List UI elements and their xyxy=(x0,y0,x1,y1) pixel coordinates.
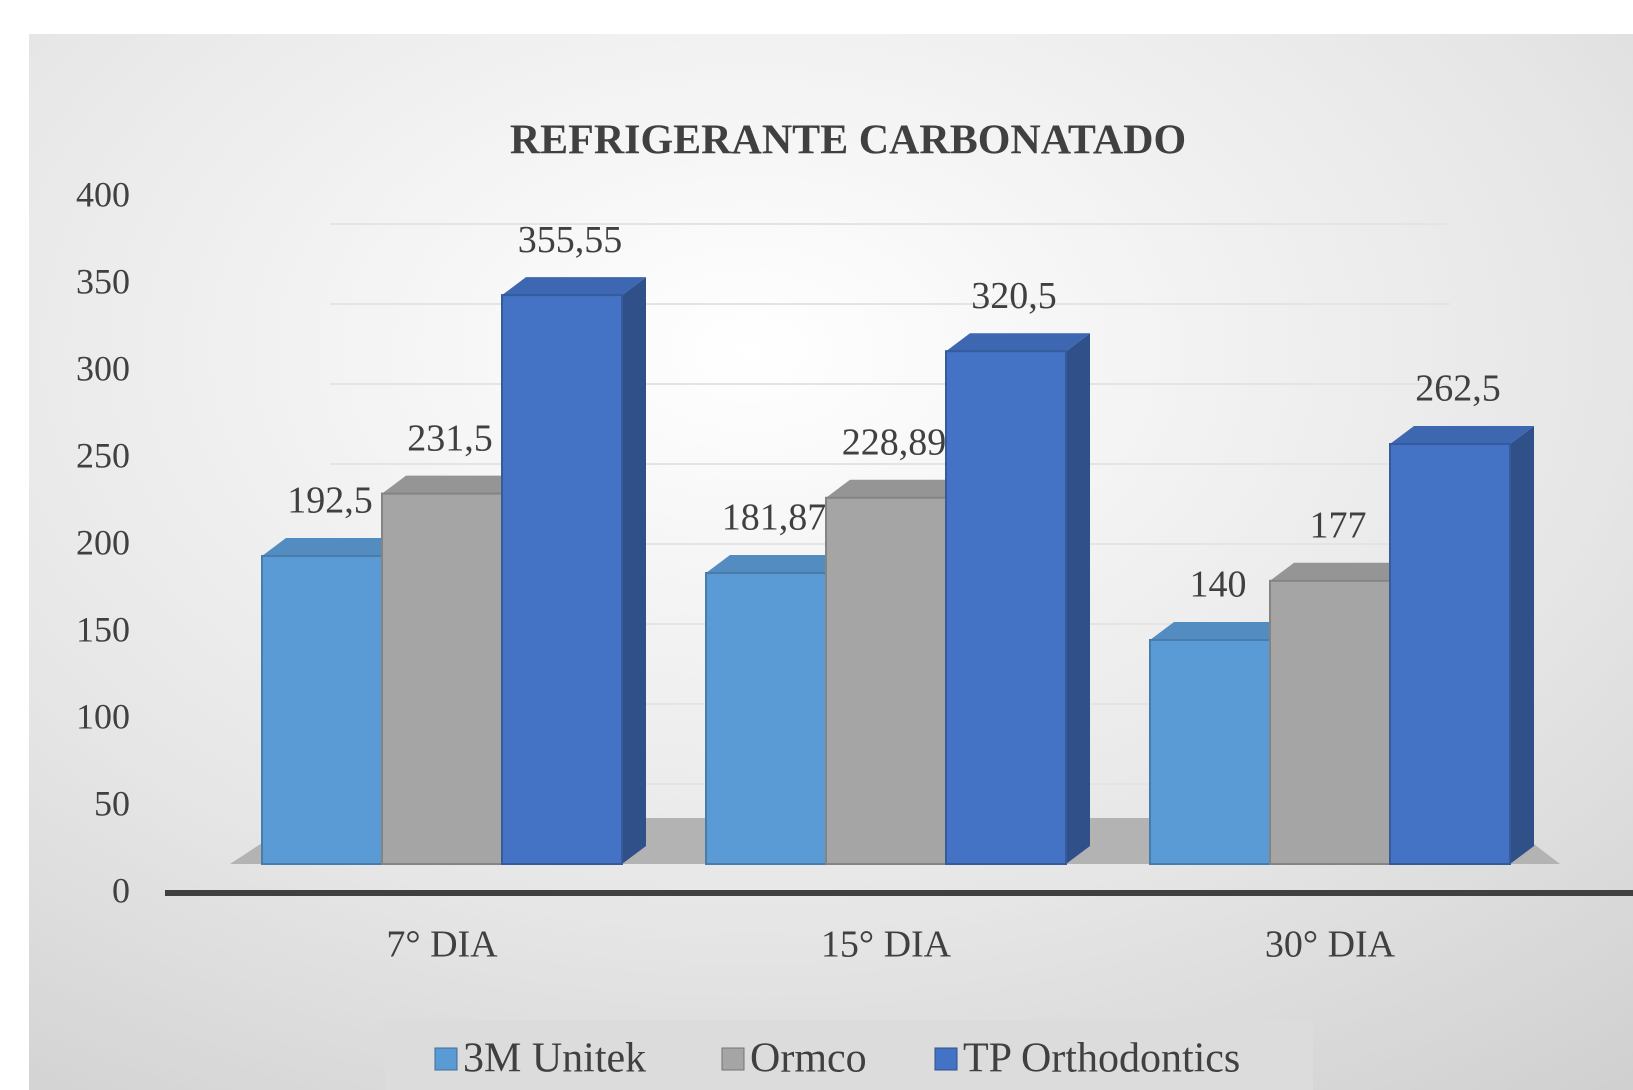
value-label: 228,89 xyxy=(842,421,947,463)
legend-label: 3M Unitek xyxy=(463,1036,646,1082)
bar-top xyxy=(382,475,526,494)
y-tick-label: 250 xyxy=(76,435,130,475)
value-label: 140 xyxy=(1190,564,1247,606)
bar xyxy=(1149,639,1271,865)
legend-label: Ormco xyxy=(750,1036,867,1082)
legend-swatch xyxy=(434,1047,458,1071)
bar xyxy=(705,572,827,865)
bar-top xyxy=(946,333,1090,352)
bar xyxy=(381,492,503,865)
value-label: 355,55 xyxy=(518,219,623,261)
bar-side xyxy=(1066,333,1090,864)
value-label: 177 xyxy=(1310,505,1367,547)
bar xyxy=(501,294,623,865)
bar xyxy=(261,555,383,865)
y-tick-label: 300 xyxy=(76,348,130,388)
y-tick-label: 100 xyxy=(76,696,130,736)
y-tick-label: 150 xyxy=(76,609,130,649)
bar xyxy=(1389,443,1511,865)
bar-top xyxy=(502,277,646,296)
y-tick-label: 200 xyxy=(76,522,130,562)
bar-top xyxy=(1270,562,1414,581)
legend-box xyxy=(385,1020,1313,1090)
bar xyxy=(1269,579,1391,865)
y-tick-label: 50 xyxy=(94,783,130,823)
y-tick-label: 0 xyxy=(112,870,130,910)
bar-top xyxy=(1150,622,1294,640)
x-tick-label: 15° DIA xyxy=(821,924,952,966)
value-label: 181,87 xyxy=(722,497,827,539)
chart-title: REFRIGERANTE CARBONATADO xyxy=(510,118,1186,164)
value-label: 192,5 xyxy=(287,480,373,522)
bar xyxy=(825,496,947,865)
bar-side xyxy=(622,277,646,864)
bar-top xyxy=(826,479,970,498)
bar-top xyxy=(706,555,850,574)
bar-top xyxy=(1390,426,1534,444)
y-tick-label: 350 xyxy=(76,261,130,301)
value-label: 320,5 xyxy=(971,275,1057,317)
value-label: 262,5 xyxy=(1415,368,1501,410)
value-label: 231,5 xyxy=(407,417,493,459)
bar-top xyxy=(262,538,406,556)
legend-swatch xyxy=(721,1047,745,1071)
y-tick-label: 400 xyxy=(76,174,130,214)
bar-side xyxy=(1510,426,1534,864)
legend-swatch xyxy=(934,1047,958,1071)
x-tick-label: 30° DIA xyxy=(1265,924,1396,966)
bar xyxy=(945,350,1067,865)
x-tick-label: 7° DIA xyxy=(386,924,498,966)
legend-label: TP Orthodontics xyxy=(963,1036,1240,1082)
